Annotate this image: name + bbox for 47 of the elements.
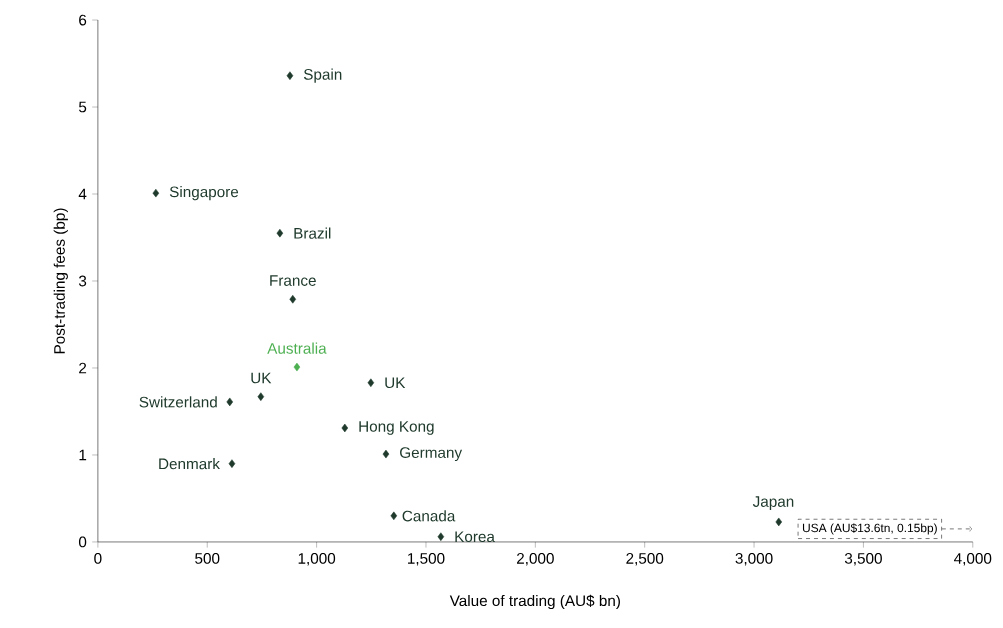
series-label: Singapore <box>169 185 239 201</box>
x-tick-label: 4,000 <box>954 552 992 566</box>
series-label: Switzerland <box>139 396 217 408</box>
x-tick-label: 500 <box>195 552 220 564</box>
point <box>226 397 234 407</box>
series-label: UK <box>385 377 406 389</box>
y-tick-label: 1 <box>79 449 87 461</box>
point <box>152 188 160 198</box>
x-axis-title: Value of trading (AU$ bn) <box>449 594 620 610</box>
y-tick-label: 5 <box>78 101 87 113</box>
series-label: Denmark <box>159 458 220 470</box>
point <box>289 294 297 304</box>
point <box>367 378 375 387</box>
x-tick-label: 1,500 <box>408 552 445 566</box>
series-label: France <box>270 275 316 286</box>
x-tick-label: 3,000 <box>735 552 773 566</box>
point <box>382 449 390 459</box>
x-tick-label: 0 <box>94 552 102 564</box>
y-axis-title: Post-trading fees (bp) <box>53 208 68 354</box>
y-tick-label: 3 <box>78 275 87 287</box>
y-tick-label: 6 <box>79 14 87 26</box>
series-label: Australia <box>267 342 327 354</box>
annotation: USA (AU$13.6tn, 0.15bp) <box>802 523 937 535</box>
x-tick-label: 3,500 <box>844 552 882 566</box>
series-label: Spain <box>303 68 342 83</box>
point <box>286 71 294 80</box>
point <box>276 228 284 238</box>
series-label: Japan <box>752 496 794 510</box>
x-tick-label: 2,000 <box>516 552 554 566</box>
point <box>257 392 265 401</box>
x-tick-label: 2,500 <box>626 552 664 566</box>
point <box>390 511 398 521</box>
y-tick-label: 0 <box>78 536 87 548</box>
point <box>775 517 783 527</box>
series-label: Canada <box>402 510 456 522</box>
point <box>293 362 301 372</box>
series-label: UK <box>251 372 272 384</box>
y-tick-label: 4 <box>78 188 87 200</box>
series-label: Germany <box>400 447 463 461</box>
series-label: Brazil <box>294 227 331 239</box>
point <box>341 423 349 433</box>
series-label: Korea <box>455 531 495 542</box>
x-tick-label: 1,000 <box>298 552 336 566</box>
point <box>228 459 236 468</box>
series-label: Hong Kong <box>359 421 434 435</box>
point <box>437 532 445 541</box>
y-tick-label: 2 <box>79 362 87 374</box>
